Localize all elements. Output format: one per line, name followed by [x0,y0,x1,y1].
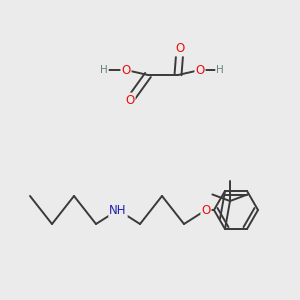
Text: O: O [201,203,211,217]
Text: O: O [195,64,205,76]
Text: NH: NH [109,203,127,217]
Text: O: O [122,64,130,76]
Text: H: H [216,65,224,75]
Text: H: H [100,65,108,75]
Text: O: O [176,43,184,56]
Text: O: O [125,94,135,106]
